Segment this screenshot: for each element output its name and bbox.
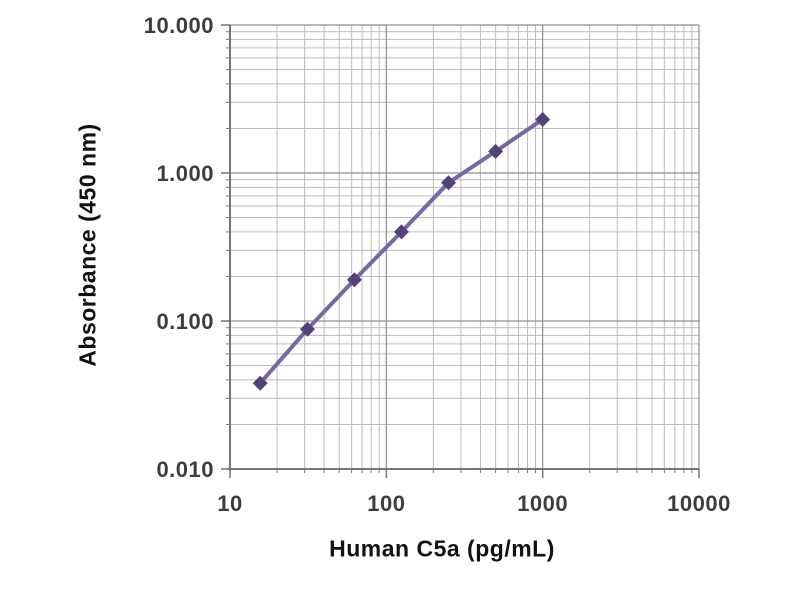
y-tick-label: 10.000 [144, 13, 214, 38]
data-point-marker [488, 143, 504, 159]
y-axis-title: Absorbance (450 nm) [74, 123, 101, 367]
y-tick-label: 0.100 [156, 309, 214, 334]
x-tick-label: 10 [217, 491, 242, 516]
x-tick-label: 1000 [517, 491, 568, 516]
data-point-marker [393, 224, 409, 240]
data-point-marker [299, 321, 315, 337]
data-point-marker [535, 111, 551, 127]
x-tick-label: 10000 [667, 491, 731, 516]
data-point-marker [252, 375, 268, 391]
data-point-marker [346, 272, 362, 288]
data-point-marker [441, 175, 457, 191]
x-tick-label: 100 [367, 491, 405, 516]
x-axis-title: Human C5a (pg/mL) [329, 535, 555, 562]
y-tick-label: 1.000 [156, 161, 214, 186]
y-tick-label: 0.010 [156, 457, 214, 482]
